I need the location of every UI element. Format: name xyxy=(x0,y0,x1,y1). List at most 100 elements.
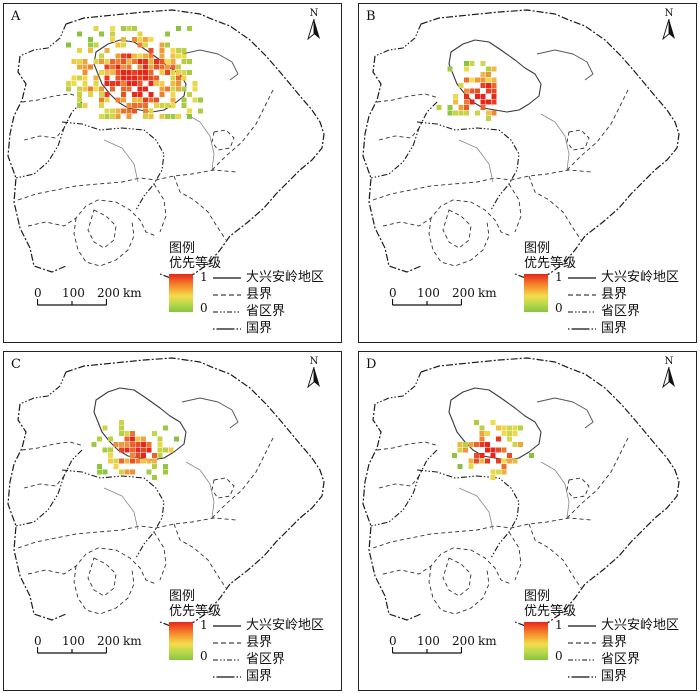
county-border xyxy=(508,183,522,233)
priority-cell xyxy=(119,420,124,425)
priority-cell xyxy=(141,442,146,447)
priority-cell xyxy=(126,64,132,70)
province-border xyxy=(370,449,438,527)
priority-cell xyxy=(124,458,130,464)
legend-subtitle: 优先等级 xyxy=(169,604,222,619)
priority-cell xyxy=(148,92,154,97)
county-border xyxy=(27,199,157,237)
county-border xyxy=(73,217,135,267)
priority-cell xyxy=(148,37,154,42)
legend-item-label: 省区界 xyxy=(246,652,286,667)
priority-cell xyxy=(119,431,124,436)
priority-cell xyxy=(148,53,154,59)
priority-cell xyxy=(447,105,453,110)
priority-cell xyxy=(453,99,458,105)
priority-cell xyxy=(126,86,132,92)
priority-cell xyxy=(187,70,192,75)
priority-cell xyxy=(163,464,168,469)
priority-cell xyxy=(464,66,469,72)
scale-tick-label: 0 xyxy=(34,634,42,648)
priority-cell xyxy=(463,447,468,453)
county-border xyxy=(87,557,117,597)
priority-cell xyxy=(113,458,119,464)
priority-cell xyxy=(132,97,137,103)
priority-cell xyxy=(115,75,121,81)
dashed-line-symbol xyxy=(568,294,596,296)
priority-cell xyxy=(496,447,501,453)
province-border xyxy=(19,371,67,405)
legend: 图例 优先等级 1 0 大兴安岭地区 县界 省区界 国界 xyxy=(169,589,341,689)
county-border xyxy=(17,517,237,549)
priority-cell xyxy=(187,108,192,114)
priority-cell xyxy=(110,26,115,31)
national-border xyxy=(420,357,680,629)
priority-cell xyxy=(130,436,135,442)
priority-cell xyxy=(115,70,121,75)
priority-cell xyxy=(491,88,497,94)
priority-cell xyxy=(126,70,132,75)
priority-cell xyxy=(110,108,115,114)
priority-cell xyxy=(485,431,490,436)
priority-cell xyxy=(165,70,170,75)
national-border xyxy=(420,9,680,281)
priority-cell xyxy=(507,431,512,436)
solid-line-symbol xyxy=(568,625,596,627)
legend: 图例 优先等级 1 0 大兴安岭地区 县界 省区界 国界 xyxy=(524,589,696,689)
scale-unit-label: km xyxy=(123,634,142,648)
ramp-max-label: 1 xyxy=(200,618,208,632)
priority-cell xyxy=(480,77,486,83)
priority-cell xyxy=(126,114,132,119)
priority-cell xyxy=(176,53,181,59)
priority-cell xyxy=(181,97,187,103)
priority-cell xyxy=(143,108,148,114)
priority-cell xyxy=(99,86,104,92)
priority-cell xyxy=(77,97,82,103)
scale-bar: 0 100 200 km xyxy=(32,286,142,306)
priority-cell xyxy=(110,114,115,119)
county-border xyxy=(153,531,167,581)
map-panel-c: C N 图例 优先等级 1 0 大兴安岭地区 县界 省区界 xyxy=(3,351,342,691)
priority-cell xyxy=(121,70,126,75)
priority-cell xyxy=(115,114,121,119)
priority-grid-cells xyxy=(452,420,534,480)
priority-cell xyxy=(99,97,104,103)
county-border xyxy=(566,129,590,151)
dashed-line-symbol xyxy=(213,294,241,296)
priority-cell xyxy=(82,75,88,81)
priority-cell xyxy=(137,75,143,81)
legend-subtitle: 优先等级 xyxy=(524,256,577,271)
priority-cell xyxy=(518,442,523,447)
scale-tick-label: 0 xyxy=(389,286,397,300)
priority-cell xyxy=(77,64,82,70)
priority-color-ramp xyxy=(169,622,193,660)
county-border xyxy=(508,531,522,581)
priority-cell xyxy=(102,425,108,431)
region-border xyxy=(536,397,594,429)
priority-cell xyxy=(181,75,187,81)
priority-cell xyxy=(529,453,534,458)
priority-cell xyxy=(187,92,192,97)
dashdot-solid-line-symbol xyxy=(568,328,596,330)
scale-tick-label: 0 xyxy=(389,634,397,648)
priority-cell xyxy=(97,469,102,475)
county-border xyxy=(378,475,420,489)
scale-bar: 0 100 200 km xyxy=(32,634,142,654)
priority-cell xyxy=(486,77,491,83)
priority-cell xyxy=(104,108,110,114)
province-border xyxy=(15,449,83,527)
map-canvas xyxy=(362,357,680,629)
north-arrow: N xyxy=(306,356,322,390)
county-border xyxy=(458,139,494,183)
priority-cell xyxy=(104,75,110,81)
priority-cell xyxy=(93,42,99,48)
priority-cell xyxy=(115,53,121,59)
priority-cell xyxy=(159,86,165,92)
priority-cell xyxy=(126,75,132,81)
dashdot-solid-line-symbol xyxy=(213,328,241,330)
priority-cell xyxy=(507,425,512,431)
scale-tick-label: 200 xyxy=(97,634,120,648)
priority-cell xyxy=(77,75,82,81)
priority-cell xyxy=(148,64,154,70)
priority-cell xyxy=(491,94,497,99)
priority-cell xyxy=(491,99,497,105)
